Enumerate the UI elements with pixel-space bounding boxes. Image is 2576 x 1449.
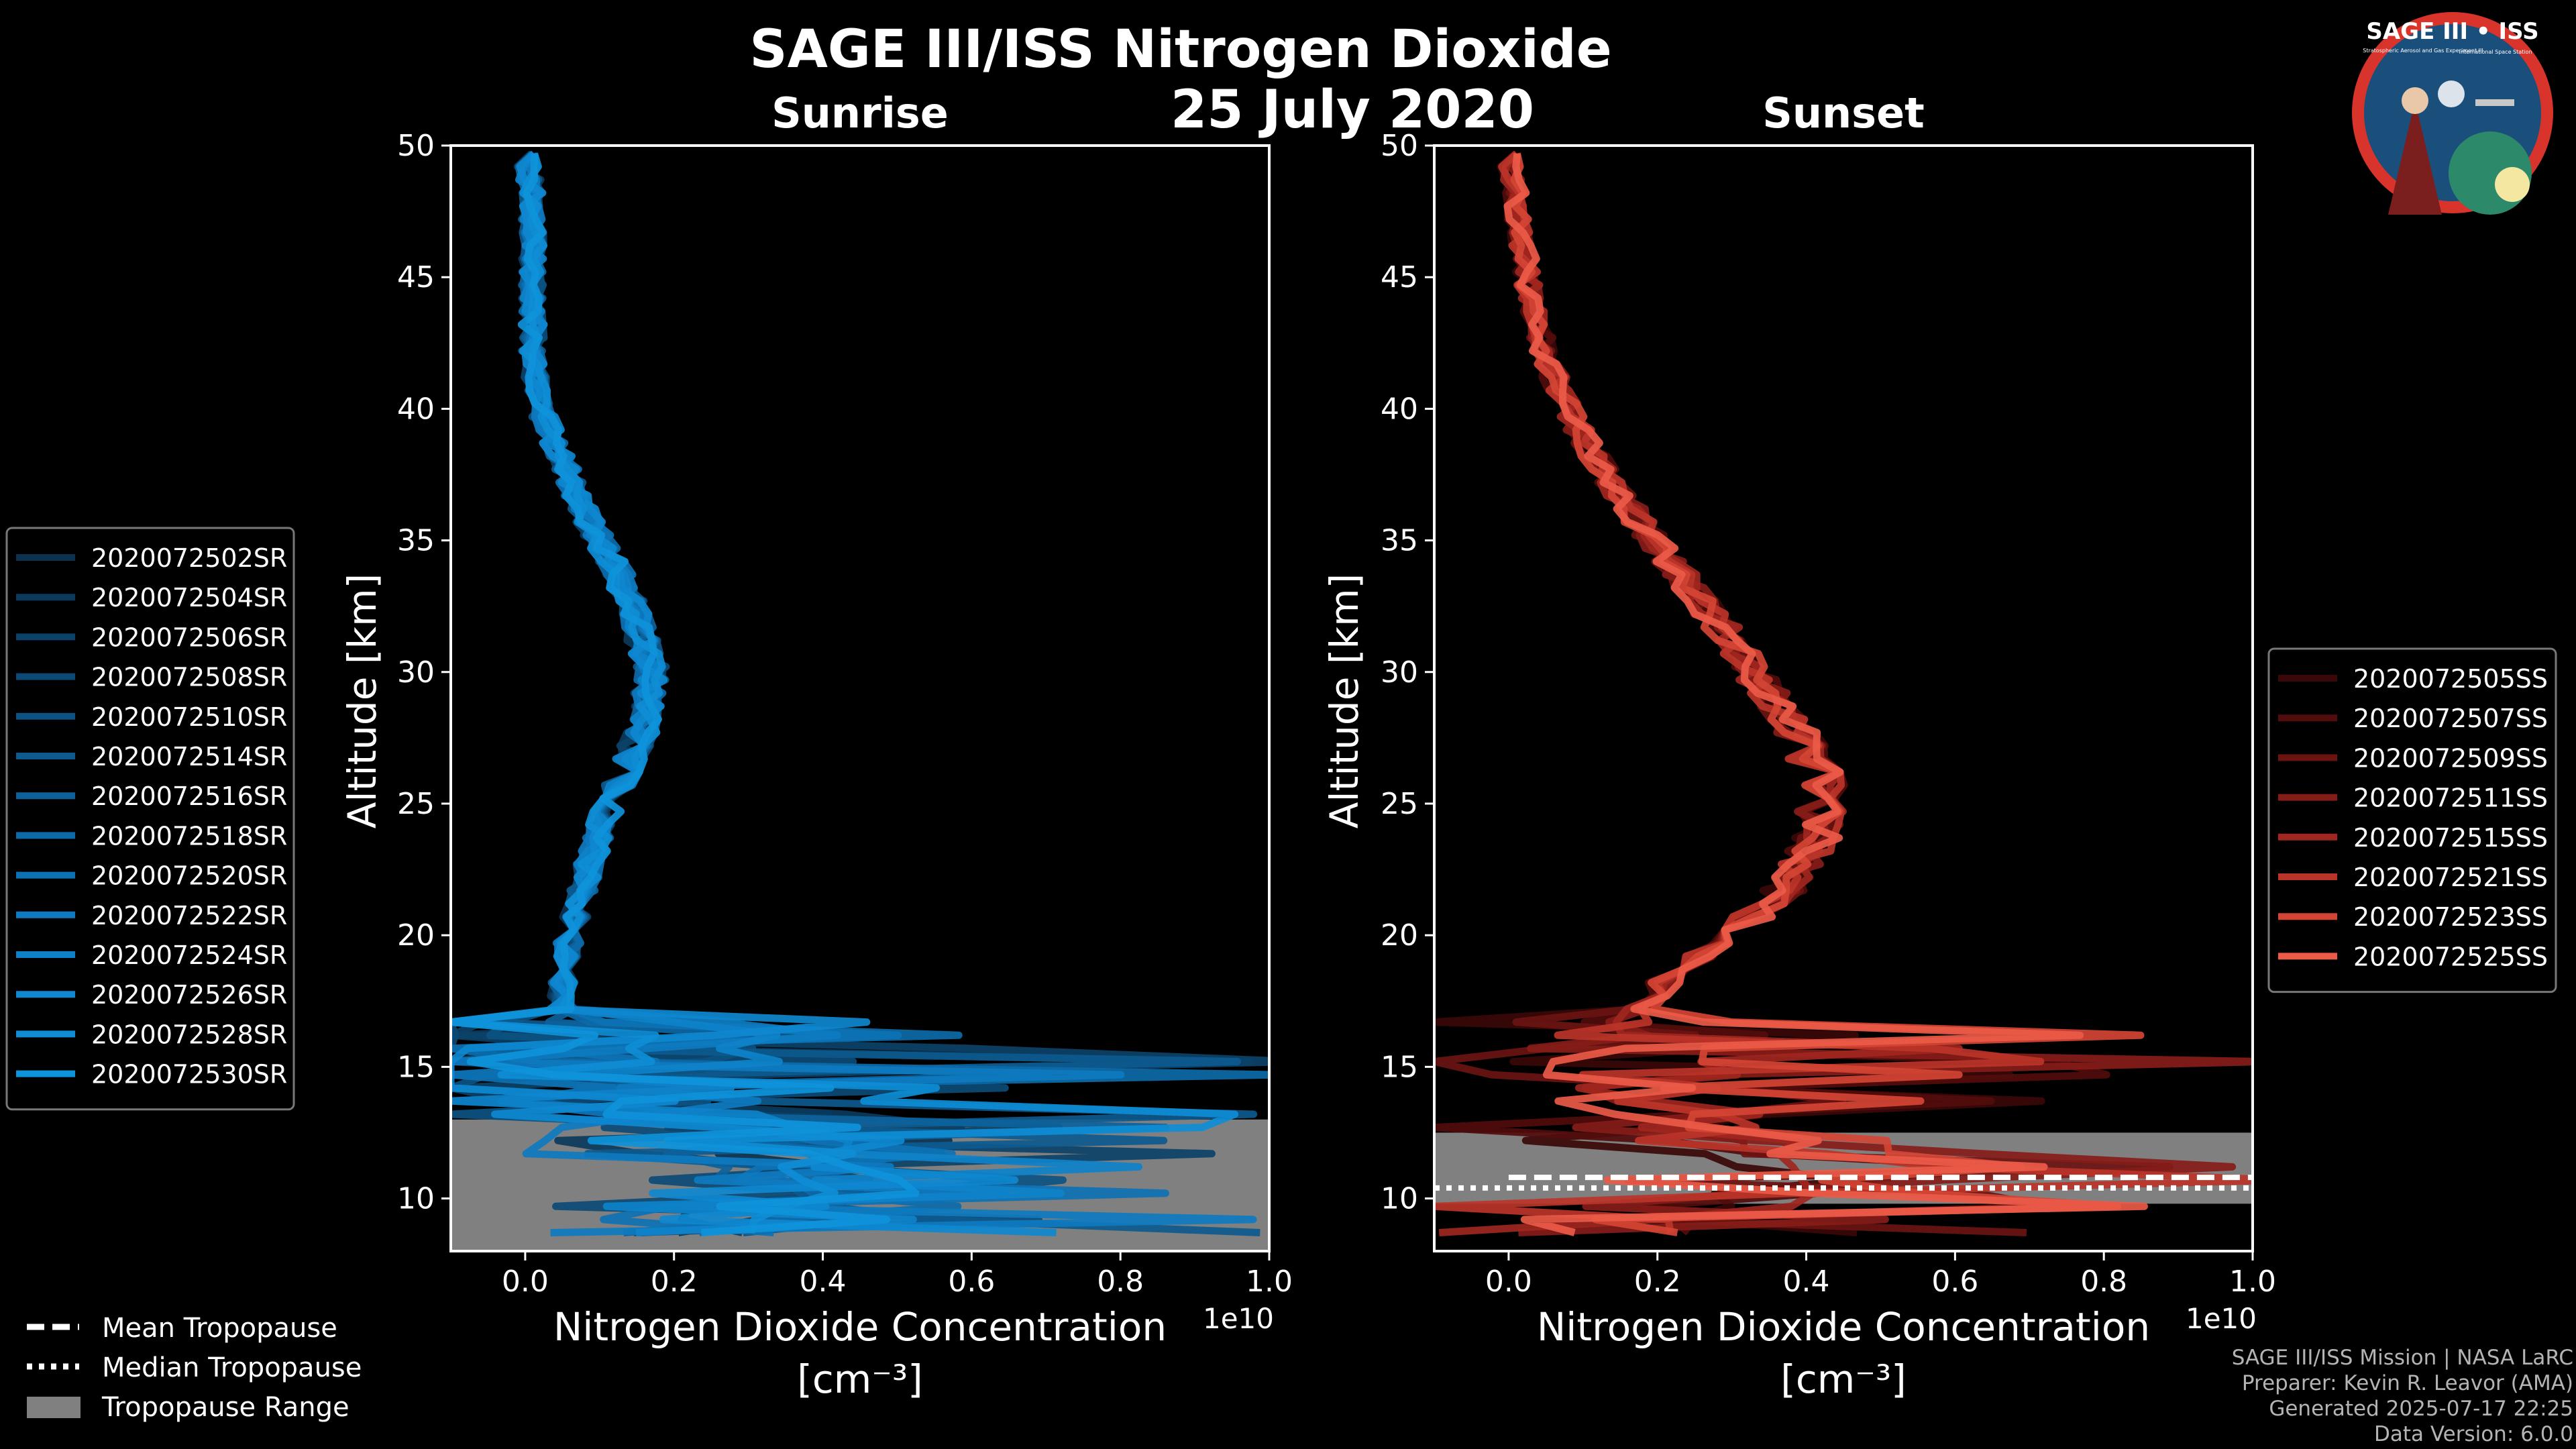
sunrise-profiles (451, 150, 1269, 1236)
y-tick-label: 25 (1381, 787, 1418, 821)
legend-entry: 2020072511SS (2353, 784, 2548, 813)
sunset-x-axis-label: Nitrogen Dioxide Concentration (1537, 1304, 2150, 1350)
tropopause-range-label: Tropopause Range (101, 1392, 350, 1423)
y-tick-label: 50 (397, 129, 435, 163)
legend-entry: 2020072515SS (2353, 823, 2548, 853)
sunrise-y-axis-label: Altitude [km] (339, 574, 385, 828)
y-tick-label: 30 (397, 655, 435, 690)
legend-entry: 2020072507SS (2353, 704, 2548, 733)
sunset-panel: Sunset 0.0 0.2 0.4 0.6 0.8 1.0 10 15 20 25 30 35 40 4… (1322, 89, 2276, 1402)
y-tick-label: 35 (397, 524, 435, 558)
x-tick-label: 1.0 (1246, 1265, 1293, 1299)
legend-entry: 2020072506SR (91, 623, 287, 652)
legend-box (5, 527, 295, 1111)
sunrise-x-offset-label: 1e10 (1203, 1302, 1274, 1335)
legend-entry: 2020072516SR (91, 782, 287, 811)
profile-line-2020072530SR (451, 153, 920, 1236)
legend-entry: 2020072528SR (91, 1020, 287, 1049)
sunset-x-offset-label: 1e10 (2186, 1302, 2257, 1335)
logo-moon (2438, 80, 2465, 107)
mean-tropopause-label: Mean Tropopause (102, 1313, 337, 1344)
sunrise-legend: 2020072502SR 2020072504SR 2020072506SR 2020… (5, 527, 295, 1111)
x-tick-label: 0.0 (502, 1265, 549, 1299)
logo-sage-figure (2388, 101, 2442, 215)
x-tick-label: 0.2 (651, 1265, 698, 1299)
legend-entry: 2020072504SR (91, 583, 287, 612)
y-tick-label: 10 (397, 1182, 435, 1216)
sunrise-x-axis-label: Nitrogen Dioxide Concentration (553, 1304, 1167, 1350)
legend-entry: 2020072523SS (2353, 902, 2548, 932)
sunset-axes: 0.0 0.2 0.4 0.6 0.8 1.0 10 15 20 25 30 35 40 45 50 (1381, 129, 2276, 1299)
legend-entry: 2020072508SR (91, 663, 287, 692)
legend-entry: 2020072524SR (91, 941, 287, 970)
sunrise-panel: Sunrise 0.0 0.2 0.4 0.6 0.8 1.0 10 15 20 25 30 35 40… (339, 89, 1293, 1402)
profile-line-2020072525SS (1503, 153, 2148, 1236)
logo-subtitle-text: Stratospheric Aerosol and Gas Experiment… (2363, 48, 2483, 54)
y-tick-label: 45 (397, 260, 435, 294)
tropopause-legend: Mean Tropopause Median Tropopause Tropop… (27, 1313, 362, 1423)
plot-frame (1433, 144, 2254, 1252)
x-tick-label: 1.0 (2229, 1265, 2276, 1299)
x-tick-label: 0.6 (1931, 1265, 1978, 1299)
legend-entry: 2020072510SR (91, 702, 287, 732)
logo-title-text: SAGE III • ISS (2366, 18, 2538, 45)
tropopause-range-swatch (27, 1397, 80, 1418)
footer-generated: Generated 2025-07-17 22:25 (2269, 1397, 2573, 1421)
plot-frame (449, 144, 1271, 1252)
x-tick-label: 0.8 (2080, 1265, 2127, 1299)
y-tick-label: 45 (1381, 260, 1418, 294)
legend-entry: 2020072518SR (91, 821, 287, 851)
y-tick-label: 15 (397, 1050, 435, 1084)
sunrise-x-axis-unit: [cm⁻³] (797, 1356, 923, 1402)
median-tropopause-label: Median Tropopause (102, 1352, 362, 1383)
legend-entry: 2020072514SR (91, 742, 287, 771)
y-tick-label: 15 (1381, 1050, 1418, 1084)
x-tick-label: 0.0 (1485, 1265, 1532, 1299)
figure-subtitle-date: 25 July 2020 (1171, 80, 1534, 140)
legend-entry: 2020072530SR (91, 1060, 287, 1089)
footer-preparer: Preparer: Kevin R. Leavor (AMA) (2241, 1371, 2573, 1395)
x-tick-label: 0.8 (1097, 1265, 1144, 1299)
sunrise-axes: 0.0 0.2 0.4 0.6 0.8 1.0 10 15 20 25 30 35 40 45 50 (397, 129, 1293, 1299)
logo-sage-head (2402, 87, 2428, 114)
x-tick-label: 0.4 (800, 1265, 847, 1299)
y-tick-label: 25 (397, 787, 435, 821)
y-tick-label: 30 (1381, 655, 1418, 690)
legend-entry: 2020072526SR (91, 980, 287, 1010)
legend-entry: 2020072521SS (2353, 863, 2548, 892)
y-tick-label: 20 (1381, 918, 1418, 953)
legend-entry: 2020072522SR (91, 901, 287, 930)
y-tick-label: 40 (1381, 392, 1418, 426)
y-tick-label: 35 (1381, 524, 1418, 558)
sunset-panel-title: Sunset (1762, 89, 1925, 138)
sunrise-panel-title: Sunrise (771, 89, 949, 138)
y-tick-label: 50 (1381, 129, 1418, 163)
y-tick-label: 40 (397, 392, 435, 426)
sunset-profiles (1434, 150, 2253, 1236)
x-tick-label: 0.4 (1783, 1265, 1830, 1299)
logo-station (2475, 99, 2514, 106)
logo-subtitle-text-2: International Space Station (2459, 49, 2532, 55)
footer-credits: SAGE III/ISS Mission | NASA LaRC Prepare… (2232, 1345, 2573, 1447)
x-tick-label: 0.6 (948, 1265, 995, 1299)
figure-title: SAGE III/ISS Nitrogen Dioxide (749, 19, 1611, 80)
footer-version: Data Version: 6.0.0 (2373, 1422, 2573, 1446)
legend-entry: 2020072525SS (2353, 942, 2548, 971)
legend-entry: 2020072509SS (2353, 743, 2548, 773)
legend-box (2267, 647, 2557, 994)
sunset-legend: 2020072505SS 2020072507SS 2020072509SS 2020… (2267, 647, 2557, 994)
y-tick-label: 20 (397, 918, 435, 953)
sage-iss-logo: SAGE III • ISS Stratospheric Aerosol and… (2352, 12, 2553, 215)
legend-entry: 2020072502SR (91, 543, 287, 573)
legend-entry: 2020072505SS (2353, 664, 2548, 694)
legend-entry: 2020072520SR (91, 861, 287, 891)
sunset-y-axis-label: Altitude [km] (1322, 574, 1367, 828)
logo-sun (2495, 167, 2530, 202)
x-tick-label: 0.2 (1634, 1265, 1681, 1299)
footer-mission: SAGE III/ISS Mission | NASA LaRC (2231, 1346, 2573, 1370)
y-tick-label: 10 (1381, 1182, 1418, 1216)
sunset-x-axis-unit: [cm⁻³] (1780, 1356, 1907, 1402)
